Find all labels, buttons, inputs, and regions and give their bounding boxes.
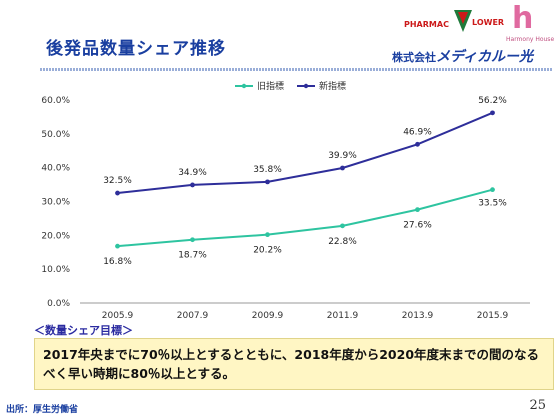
data-label: 33.5% — [478, 199, 507, 209]
legend-label: 新指標 — [319, 80, 346, 92]
data-label: 16.8% — [103, 257, 132, 267]
y-tick-label: 60.0% — [41, 96, 70, 106]
x-tick-label: 2013.9 — [402, 311, 434, 321]
data-point — [340, 165, 345, 171]
data-label: 56.2% — [478, 96, 507, 106]
data-point — [340, 223, 345, 229]
y-tick-label: 10.0% — [41, 265, 70, 275]
series-line — [117, 188, 493, 248]
data-label: 18.7% — [178, 251, 207, 261]
company-brand: メディカルー光 — [436, 49, 534, 65]
data-point — [190, 182, 195, 188]
x-tick-label: 2015.9 — [477, 311, 509, 321]
y-tick-label: 30.0% — [41, 198, 70, 208]
legend-marker — [241, 83, 247, 89]
pharmac-logo-text: PHARMAC — [404, 20, 449, 29]
data-label: 22.8% — [328, 237, 357, 247]
x-tick-label: 2011.9 — [327, 311, 359, 321]
title-rule — [40, 68, 552, 71]
lower-logo-text: LOWER — [472, 18, 505, 27]
target-heading: ＜数量シェア目標＞ — [34, 324, 133, 337]
pharmac-logo-icon — [454, 10, 472, 32]
target-text: 2017年央までに70％以上とするとともに、2018年度から2020年度末までの… — [43, 347, 540, 381]
data-label: 32.5% — [103, 176, 132, 186]
data-label: 34.9% — [178, 168, 207, 178]
x-tick-label: 2007.9 — [177, 311, 209, 321]
data-label: 46.9% — [403, 127, 432, 137]
data-label: 27.6% — [403, 221, 432, 231]
legend-label: 旧指標 — [257, 80, 284, 92]
data-label: 39.9% — [328, 151, 357, 161]
legend-marker — [303, 83, 309, 89]
series-line — [117, 111, 493, 195]
data-label: 35.8% — [253, 165, 282, 175]
y-tick-label: 50.0% — [41, 130, 70, 140]
data-point — [265, 179, 270, 185]
harmony-logo-text: Harmony House — [506, 36, 555, 43]
y-tick-label: 20.0% — [41, 231, 70, 241]
x-tick-label: 2009.9 — [252, 311, 284, 321]
target-box: 2017年央までに70％以上とするとともに、2018年度から2020年度末までの… — [34, 338, 554, 390]
company-prefix: 株式会社 — [392, 51, 436, 64]
data-point — [265, 232, 270, 238]
data-point — [415, 207, 420, 213]
line-chart: 0.0% 10.0% 20.0% 30.0% 40.0% 50.0% 60.0% 2005.9… — [41, 80, 530, 321]
data-point — [115, 190, 120, 196]
data-point — [490, 187, 495, 193]
x-tick-label: 2005.9 — [102, 311, 134, 321]
data-point — [490, 110, 495, 116]
data-point — [115, 243, 120, 249]
data-point — [190, 237, 195, 243]
page-number: 25 — [529, 398, 546, 413]
data-label: 20.2% — [253, 246, 282, 256]
y-tick-label: 0.0% — [47, 299, 70, 309]
harmony-logo-icon: h — [512, 1, 534, 36]
data-point — [415, 141, 420, 147]
company-name: 株式会社メディカルー光 — [392, 46, 533, 66]
source-note: 出所：厚生労働省 — [6, 405, 79, 415]
page-title: 後発品数量シェア推移 — [46, 39, 226, 59]
y-tick-label: 40.0% — [41, 164, 70, 174]
